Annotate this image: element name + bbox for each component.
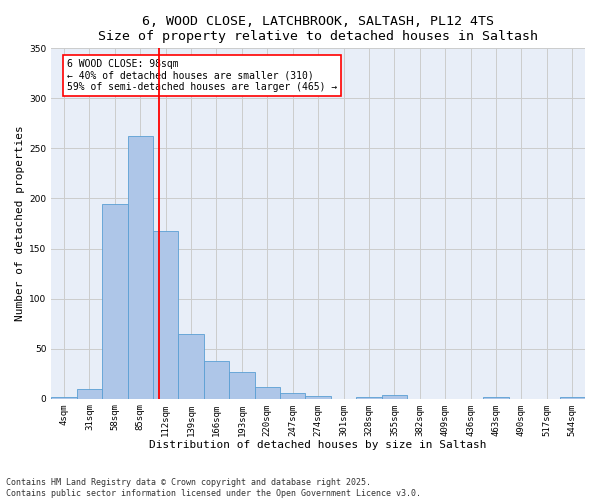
Bar bbox=[229, 372, 254, 398]
Bar bbox=[560, 396, 585, 398]
Bar bbox=[102, 204, 128, 398]
Bar bbox=[153, 230, 178, 398]
Title: 6, WOOD CLOSE, LATCHBROOK, SALTASH, PL12 4TS
Size of property relative to detach: 6, WOOD CLOSE, LATCHBROOK, SALTASH, PL12… bbox=[98, 15, 538, 43]
Bar bbox=[356, 396, 382, 398]
Text: 6 WOOD CLOSE: 98sqm
← 40% of detached houses are smaller (310)
59% of semi-detac: 6 WOOD CLOSE: 98sqm ← 40% of detached ho… bbox=[67, 59, 338, 92]
Text: Contains HM Land Registry data © Crown copyright and database right 2025.
Contai: Contains HM Land Registry data © Crown c… bbox=[6, 478, 421, 498]
Bar bbox=[178, 334, 204, 398]
Y-axis label: Number of detached properties: Number of detached properties bbox=[15, 126, 25, 322]
Bar bbox=[382, 394, 407, 398]
Bar bbox=[128, 136, 153, 398]
Bar bbox=[280, 392, 305, 398]
X-axis label: Distribution of detached houses by size in Saltash: Distribution of detached houses by size … bbox=[149, 440, 487, 450]
Bar bbox=[77, 388, 102, 398]
Bar bbox=[51, 396, 77, 398]
Bar bbox=[484, 396, 509, 398]
Bar bbox=[254, 386, 280, 398]
Bar bbox=[204, 360, 229, 399]
Bar bbox=[305, 396, 331, 398]
